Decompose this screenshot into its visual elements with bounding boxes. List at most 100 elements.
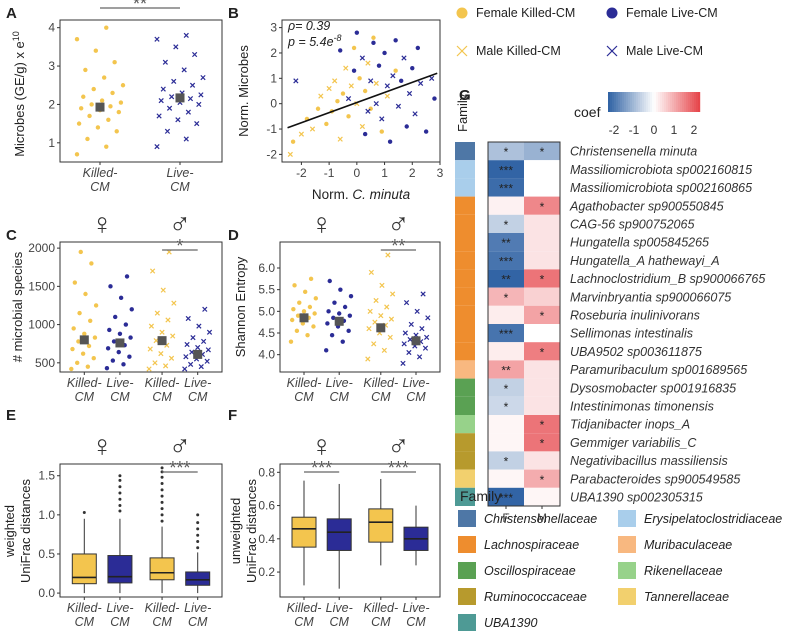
y-axis-label: Norm. Microbes [236, 45, 251, 137]
y-tick-label: 5.5 [258, 283, 275, 297]
box [326, 518, 352, 551]
data-point [108, 284, 113, 289]
data-point [398, 78, 404, 84]
outlier-point [160, 519, 164, 523]
colorbar-segment [628, 92, 631, 112]
y-tick-label: 1 [270, 71, 277, 85]
data-point [146, 366, 152, 372]
data-point [393, 68, 398, 73]
row-label: Parabacteroides sp900549585 [570, 472, 740, 486]
row-label: Sellimonas intestinalis [570, 327, 693, 341]
box [368, 508, 394, 543]
female-symbol: ♀ [91, 208, 114, 241]
row-label: CAG-56 sp900752065 [570, 217, 694, 231]
data-point [331, 315, 336, 321]
data-point [112, 60, 117, 65]
row-label: Lachnoclostridium_B sp900066765 [570, 272, 765, 286]
data-point [429, 75, 435, 81]
family-cell [455, 451, 475, 470]
data-point [288, 339, 294, 344]
x-tick-label: 0 [353, 166, 360, 180]
data-point [287, 151, 293, 158]
data-point [371, 341, 377, 347]
significance-marker: * [504, 382, 509, 396]
heatmap-cell [488, 342, 524, 361]
data-point [93, 303, 99, 308]
data-point [108, 104, 113, 109]
colorbar-segment [670, 92, 673, 112]
heatmap-cell [488, 142, 524, 161]
family-cell [455, 433, 475, 452]
heatmap-cell [524, 142, 560, 161]
data-point [337, 311, 342, 316]
panel-letter: A [6, 5, 17, 22]
row-label: Intestinimonas timonensis [570, 399, 714, 413]
data-point [412, 111, 418, 117]
data-point [402, 330, 408, 336]
regression-line [287, 72, 438, 129]
data-point [291, 306, 296, 312]
data-point [425, 315, 431, 321]
y-tick-label: 500 [35, 356, 55, 370]
family-cell [455, 233, 475, 252]
data-point [118, 295, 124, 301]
colorbar-segment [622, 92, 625, 112]
x-tick-label: CM [75, 615, 95, 629]
data-point [81, 94, 86, 99]
family-legend-swatch [458, 510, 476, 527]
mean-marker [299, 313, 309, 323]
x-tick-label: 3 [437, 166, 444, 180]
significance-marker: * [540, 145, 545, 159]
data-point [419, 326, 425, 332]
colorbar-segment [682, 92, 685, 112]
data-point [302, 289, 308, 295]
data-point [366, 326, 372, 332]
family-legend-swatch [618, 510, 636, 527]
family-legend-swatch [618, 536, 636, 553]
family-legend-swatch [458, 614, 476, 631]
family-legend-label: Christensenellaceae [484, 512, 597, 526]
panel-c-frame [59, 241, 223, 373]
significance-marker: * [540, 273, 545, 287]
x-tick-label: Live- [326, 376, 353, 390]
data-point [147, 346, 153, 352]
y-tick-label: 2 [270, 46, 277, 60]
heatmap-cell [488, 469, 524, 488]
heatmap-cell [488, 160, 524, 179]
family-cell [455, 378, 475, 397]
data-point [78, 249, 83, 255]
panel-f-frame [279, 463, 441, 598]
data-point [184, 341, 190, 348]
row-label: Roseburia inulinivorans [570, 308, 700, 322]
y-tick-label: 3 [270, 21, 277, 35]
data-point [86, 343, 92, 349]
outlier-point [196, 533, 200, 537]
data-point [335, 98, 340, 104]
significance-marker: *** [499, 327, 513, 341]
outlier-point [118, 478, 122, 482]
outlier-point [160, 466, 164, 470]
data-point [414, 308, 420, 314]
data-point [393, 38, 398, 43]
y-tick-label: 0.6 [258, 499, 275, 513]
colorbar-segment [668, 92, 671, 112]
data-point [390, 73, 396, 79]
significance-marker: *** [499, 254, 513, 268]
data-point [416, 354, 423, 360]
data-point [337, 136, 343, 142]
heatmap-cell [524, 214, 560, 233]
panel-letter: F [228, 407, 237, 424]
data-point [123, 322, 129, 327]
outlier-point [160, 494, 164, 498]
data-point [105, 346, 111, 351]
legend-marker [456, 7, 468, 19]
data-point [83, 291, 88, 297]
colorbar-tick-label: 2 [691, 123, 698, 137]
x-axis-label: Norm. C. minuta [312, 187, 411, 202]
outlier-point [160, 482, 164, 486]
outlier-point [82, 511, 86, 515]
data-point [385, 252, 391, 258]
data-point [346, 114, 351, 119]
data-point [93, 48, 99, 53]
data-point [171, 300, 177, 306]
